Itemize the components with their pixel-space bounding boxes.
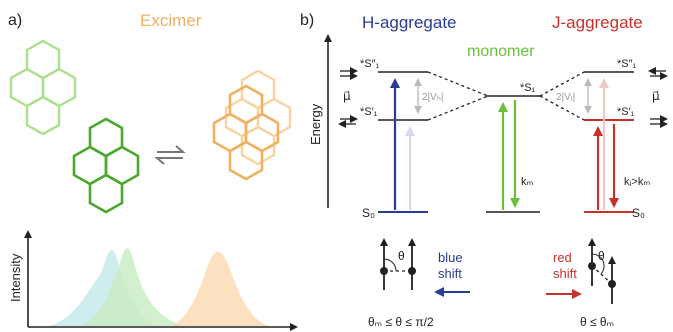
mu-right-label: μ⃗: [652, 89, 660, 103]
h-upper-label: *S″₁: [360, 58, 380, 70]
j-theta-label: θ: [598, 249, 605, 263]
j-condition: θ ≤ θₘ: [580, 315, 614, 329]
energy-label: Energy: [308, 103, 323, 145]
spectrum-plot: Intensity: [8, 230, 298, 331]
h-lower-connector: [427, 95, 489, 121]
pyrene-light-molecule: [9, 39, 77, 136]
red-shift-line1: red: [553, 250, 572, 265]
panel-a-label: a): [8, 12, 22, 29]
j-coupling-label: 2|Vⱼ|: [556, 92, 575, 103]
excimer-front-pyrene: [212, 84, 280, 181]
blue-shift-line2: shift: [438, 266, 462, 281]
h-ground-label: S₀: [362, 206, 375, 220]
h-dipole-geometry: θ: [380, 238, 416, 290]
j-lower-connector: [539, 95, 585, 121]
j-dipole-arrows: [648, 67, 668, 128]
excimer-title: Excimer: [140, 11, 202, 30]
h-theta-label: θ: [398, 249, 405, 263]
intensity-label: Intensity: [8, 253, 23, 302]
j-dipole-geometry: θ: [588, 238, 616, 304]
j-upper-connector: [539, 71, 585, 97]
excimer-back-pyrene: [224, 69, 292, 166]
h-coupling-label: 2|Vₕ|: [422, 92, 443, 103]
monomer-rate-label: kₘ: [521, 176, 534, 188]
red-shift-line2: shift: [553, 266, 577, 281]
panel-b-label: b): [300, 12, 314, 29]
h-dipole-arrows: [338, 67, 358, 128]
j-ground-label: S₀: [632, 206, 645, 220]
equilibrium-arrows: [154, 145, 186, 165]
h-upper-connector: [427, 71, 489, 97]
h-lower-label: *S′₁: [360, 106, 378, 118]
spectrum-excimer-band: [170, 252, 270, 326]
j-upper-label: *S″₁: [617, 58, 637, 70]
j-lower-label: *S′₁: [617, 106, 635, 118]
h-condition: θₘ ≤ θ ≤ π/2: [368, 315, 434, 329]
mu-left-label: μ⃗: [343, 89, 351, 103]
h-aggregate-title: H-aggregate: [362, 13, 457, 32]
monomer-title: monomer: [467, 43, 535, 60]
monomer-excited-label: *S₁: [520, 82, 536, 94]
spectrum-green-band: [80, 248, 185, 326]
pyrene-dark-molecule: [72, 117, 140, 214]
j-rate-label: kⱼ>kₘ: [624, 176, 650, 188]
blue-shift-line1: blue: [438, 250, 463, 265]
j-aggregate-title: J-aggregate: [552, 13, 643, 32]
